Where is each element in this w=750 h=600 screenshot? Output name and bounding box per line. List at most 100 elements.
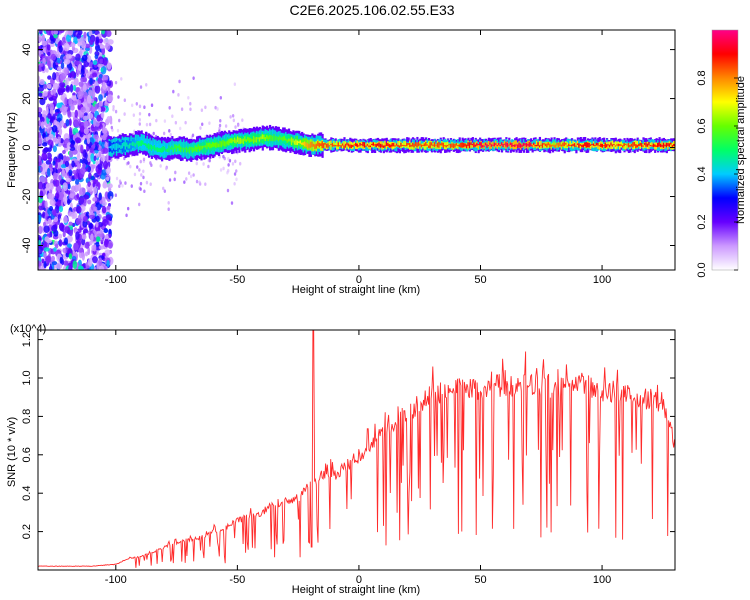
ridge-segment (320, 143, 323, 146)
faint-speckle (241, 118, 244, 122)
ridge-segment (509, 141, 512, 149)
ridge-segment (565, 143, 568, 145)
noise-speckle (107, 39, 114, 45)
ridge-segment (343, 141, 346, 147)
noise-speckle (69, 193, 74, 199)
noise-speckle (47, 83, 52, 89)
noise-speckle (47, 51, 51, 56)
ridge-segment (614, 145, 617, 147)
ridge-segment (575, 145, 578, 147)
faint-speckle (143, 105, 146, 109)
faint-speckle (120, 77, 123, 81)
noise-speckle (59, 82, 66, 88)
ridge-segment (502, 143, 505, 148)
noise-speckle (52, 209, 57, 217)
noise-speckle (86, 55, 92, 63)
ridge-segment (382, 145, 385, 148)
faint-speckle (184, 120, 187, 125)
ridge-segment (455, 143, 458, 149)
ridge-segment (540, 144, 543, 146)
noise-speckle (81, 40, 87, 49)
noise-speckle (102, 57, 108, 66)
noise-speckle (106, 116, 112, 123)
noise-speckle (58, 205, 64, 213)
faint-speckle (109, 195, 113, 200)
noise-speckle (53, 33, 58, 39)
ridge-segment (143, 143, 146, 145)
ridge-segment (311, 141, 314, 147)
ridge-segment (658, 142, 661, 147)
noise-speckle (95, 236, 101, 243)
noise-speckle (83, 31, 87, 39)
noise-speckle (47, 139, 54, 146)
ridge-segment (301, 142, 304, 145)
ridge-segment (528, 142, 531, 147)
noise-speckle (49, 42, 55, 48)
ridge-segment (514, 144, 517, 147)
ridge-segment (276, 136, 279, 141)
y-tick-label: 0.6 (21, 447, 33, 462)
noise-speckle (56, 66, 63, 72)
ridge-segment (498, 142, 501, 146)
noise-speckle (61, 168, 66, 178)
ridge-segment (451, 143, 454, 148)
ridge-segment (621, 145, 625, 148)
faint-speckle (152, 131, 155, 136)
noise-speckle (66, 190, 71, 195)
noise-speckle (72, 260, 78, 270)
ridge-segment (118, 144, 121, 148)
ridge-segment (619, 144, 622, 146)
noise-speckle (98, 106, 102, 113)
noise-speckle (68, 253, 73, 260)
faint-speckle (132, 113, 136, 117)
ridge-segment (181, 147, 184, 150)
ridge-segment (222, 140, 225, 146)
faint-speckle (219, 118, 222, 123)
faint-speckle (231, 114, 235, 118)
ridge-segment (605, 144, 609, 148)
ridge-segment (356, 143, 359, 148)
noise-speckle (71, 185, 76, 192)
ridge-segment (363, 142, 366, 148)
faint-speckle (171, 114, 174, 119)
noise-speckle (74, 184, 80, 192)
noise-speckle (76, 193, 80, 200)
ridge-segment (535, 144, 539, 147)
faint-speckle (204, 105, 207, 110)
faint-speckle (167, 207, 170, 212)
ridge-segment (349, 144, 352, 148)
noise-speckle (82, 220, 88, 228)
ridge-segment (429, 142, 432, 149)
noise-speckle (47, 113, 52, 119)
noise-speckle (73, 77, 79, 87)
faint-speckle (115, 176, 119, 181)
noise-speckle (84, 152, 88, 160)
ridge-segment (549, 143, 552, 148)
ridge-segment (285, 138, 288, 141)
ridge-segment (384, 140, 387, 147)
faint-speckle (232, 118, 236, 123)
ridge-segment (333, 140, 336, 148)
faint-speckle (159, 164, 162, 168)
y-tick-label: 0.8 (21, 409, 33, 424)
spectrogram-x-ticks: -100 -50 0 50 100 (105, 30, 611, 286)
faint-speckle (133, 172, 137, 177)
ridge-segment (635, 144, 638, 149)
faint-speckle (199, 126, 202, 130)
ridge-segment (521, 144, 524, 148)
faint-speckle (234, 159, 237, 164)
faint-speckle (129, 164, 132, 169)
chart-title: C2E6.2025.106.02.55.E33 (289, 2, 454, 18)
noise-speckle (45, 106, 49, 115)
ridge-segment (533, 143, 536, 149)
y-tick-label: 0.4 (21, 486, 33, 501)
faint-speckle (233, 181, 236, 186)
ridge-segment (591, 143, 594, 148)
ridge-segment (292, 138, 295, 143)
noise-speckle (83, 120, 89, 129)
noise-speckle (63, 237, 69, 245)
noise-speckle (57, 214, 62, 219)
noise-speckle (67, 111, 72, 118)
ridge-segment (471, 143, 474, 148)
ridge-segment (417, 142, 420, 147)
